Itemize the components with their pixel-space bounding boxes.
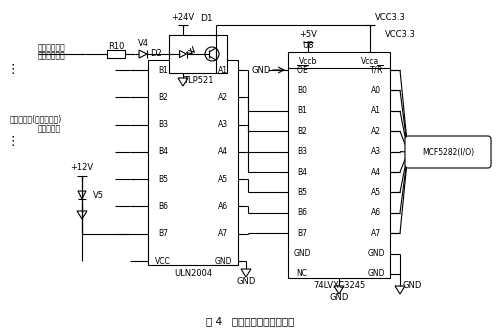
Text: B3: B3 <box>158 120 168 129</box>
Text: GND: GND <box>402 282 421 291</box>
Text: VCC3.3: VCC3.3 <box>374 12 406 21</box>
FancyBboxPatch shape <box>405 136 491 168</box>
Text: 第二路开关量: 第二路开关量 <box>38 51 66 60</box>
Text: GND: GND <box>252 65 270 74</box>
Text: B1: B1 <box>297 106 307 115</box>
Text: B1: B1 <box>158 65 168 74</box>
Text: U8: U8 <box>302 40 314 49</box>
Text: B3: B3 <box>297 147 307 156</box>
Text: A6: A6 <box>218 202 228 211</box>
Text: GND: GND <box>236 277 256 286</box>
Text: 74LVXC3245: 74LVXC3245 <box>313 282 365 291</box>
Text: VCC: VCC <box>155 257 171 266</box>
Text: T/$\overline{\rm R}$: T/$\overline{\rm R}$ <box>368 63 384 76</box>
Text: D2: D2 <box>150 48 162 57</box>
Text: A7: A7 <box>218 229 228 238</box>
Text: TLP521: TLP521 <box>183 75 214 85</box>
Text: A2: A2 <box>218 93 228 102</box>
Text: V5: V5 <box>92 190 104 199</box>
Text: B7: B7 <box>297 229 307 238</box>
Text: GND: GND <box>214 257 232 266</box>
Text: +5V: +5V <box>299 29 317 38</box>
Text: 图 4   开关量输入输出原理图: 图 4 开关量输入输出原理图 <box>206 316 294 326</box>
Bar <box>148 60 238 265</box>
Text: NC: NC <box>296 270 308 279</box>
Text: 第一路开关量: 第一路开关量 <box>38 43 66 52</box>
Text: B4: B4 <box>297 167 307 176</box>
Text: +12V: +12V <box>70 163 94 171</box>
Text: A3: A3 <box>371 147 381 156</box>
Text: A1: A1 <box>371 106 381 115</box>
Text: B6: B6 <box>297 208 307 217</box>
Text: Vcca: Vcca <box>361 56 379 65</box>
Text: B2: B2 <box>297 127 307 136</box>
Text: 第一路输出(驱动继电器): 第一路输出(驱动继电器) <box>10 115 62 124</box>
Bar <box>107 50 125 58</box>
Text: MCF5282(I/O): MCF5282(I/O) <box>422 148 474 157</box>
Text: $\overline{\rm OE}$: $\overline{\rm OE}$ <box>296 64 308 76</box>
Text: V4: V4 <box>138 38 148 47</box>
Text: ⋮: ⋮ <box>6 62 18 75</box>
Text: +24V: +24V <box>172 12 194 21</box>
Text: GND: GND <box>367 249 385 258</box>
Text: B7: B7 <box>158 229 168 238</box>
Text: B6: B6 <box>158 202 168 211</box>
Text: B2: B2 <box>158 93 168 102</box>
Text: A0: A0 <box>371 86 381 95</box>
Text: A5: A5 <box>218 175 228 184</box>
Text: A6: A6 <box>371 208 381 217</box>
Text: Vccb: Vccb <box>299 56 317 65</box>
Text: ULN2004: ULN2004 <box>174 269 212 278</box>
Bar <box>288 52 390 278</box>
Text: B5: B5 <box>158 175 168 184</box>
Text: GND: GND <box>330 294 348 303</box>
Text: B4: B4 <box>158 147 168 156</box>
Text: A7: A7 <box>371 229 381 238</box>
Text: A4: A4 <box>371 167 381 176</box>
Text: A3: A3 <box>218 120 228 129</box>
Text: B5: B5 <box>297 188 307 197</box>
Text: A1: A1 <box>218 65 228 74</box>
Text: A4: A4 <box>218 147 228 156</box>
Text: B0: B0 <box>297 86 307 95</box>
Bar <box>169 35 227 73</box>
Text: ⋮: ⋮ <box>6 135 18 148</box>
Text: R10: R10 <box>108 41 124 50</box>
Text: GND: GND <box>293 249 311 258</box>
Text: 第二路输出: 第二路输出 <box>38 125 61 134</box>
Text: A2: A2 <box>371 127 381 136</box>
Text: D1: D1 <box>200 13 212 22</box>
Text: VCC3.3: VCC3.3 <box>384 29 416 38</box>
Text: GND: GND <box>367 270 385 279</box>
Text: A5: A5 <box>371 188 381 197</box>
